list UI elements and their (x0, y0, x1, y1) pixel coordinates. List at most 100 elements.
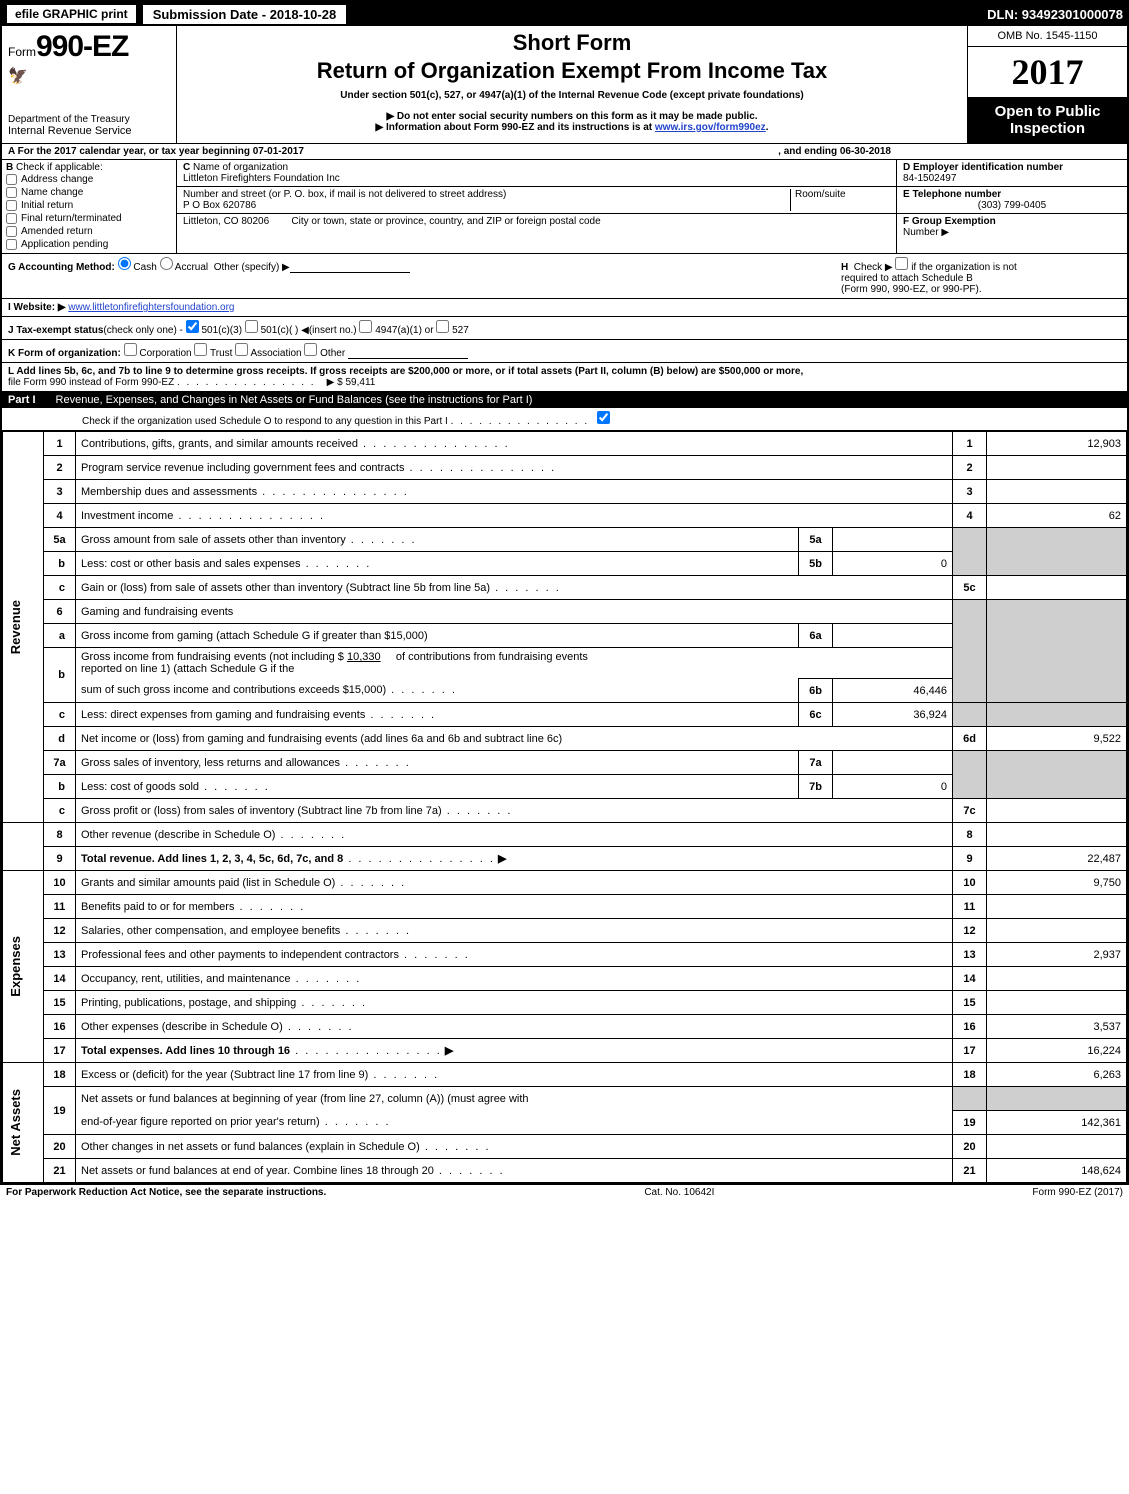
part1-table: Revenue 1 Contributions, gifts, grants, … (2, 431, 1127, 1183)
info-note: ▶ Information about Form 990-EZ and its … (187, 122, 957, 133)
l5a-num: 5a (44, 528, 76, 552)
l6c-shade (953, 703, 987, 727)
name-label: Name of organization (193, 162, 288, 173)
l9-amtnum: 9 (953, 847, 987, 871)
part1-check-row: Check if the organization used Schedule … (2, 408, 1127, 431)
cash-label: Cash (133, 262, 156, 273)
part1-header: Part I Revenue, Expenses, and Changes in… (2, 392, 1127, 408)
initial-return-checkbox[interactable] (6, 200, 17, 211)
l6d-desc: Net income or (loss) from gaming and fun… (81, 733, 562, 745)
accrual-radio[interactable] (160, 257, 173, 270)
l8-desc: Other revenue (describe in Schedule O) (81, 829, 275, 841)
revenue-vlabel-cont (3, 823, 44, 871)
ssn-warning: ▶ Do not enter social security numbers o… (187, 111, 957, 122)
l13-amt: 2,937 (987, 943, 1127, 967)
section-gh: G Accounting Method: Cash Accrual Other … (2, 254, 1127, 299)
cash-radio[interactable] (118, 257, 131, 270)
final-return-checkbox[interactable] (6, 213, 17, 224)
form-prefix: Form (8, 45, 36, 59)
l7a-boxval (833, 751, 953, 775)
l19-shade (953, 1087, 987, 1111)
f-number-label: Number ▶ (903, 227, 949, 238)
l-amount: ▶ $ 59,411 (327, 377, 376, 388)
l14-amt (987, 967, 1127, 991)
501c3-checkbox[interactable] (186, 320, 199, 333)
expenses-vlabel: Expenses (3, 871, 44, 1063)
part1-schedule-o-checkbox[interactable] (597, 411, 610, 424)
4947-checkbox[interactable] (359, 320, 372, 333)
footer-right: Form 990-EZ (2017) (1032, 1187, 1123, 1198)
city-value: Littleton, CO 80206 (183, 216, 269, 227)
l2-amtnum: 2 (953, 456, 987, 480)
other-org-label: Other (320, 348, 345, 359)
dept-treasury: Department of the Treasury (8, 114, 170, 125)
j-text: (check only one) - (103, 325, 182, 336)
527-checkbox[interactable] (436, 320, 449, 333)
l7b-boxval: 0 (833, 775, 953, 799)
l15-amtnum: 15 (953, 991, 987, 1015)
name-change-checkbox[interactable] (6, 187, 17, 198)
l17-amt: 16,224 (987, 1039, 1127, 1063)
revenue-vlabel: Revenue (3, 432, 44, 823)
l1-amtnum: 1 (953, 432, 987, 456)
trust-checkbox[interactable] (194, 343, 207, 356)
efile-print-button[interactable]: efile GRAPHIC print (6, 4, 137, 24)
l6c-boxval: 36,924 (833, 703, 953, 727)
header-middle: Short Form Return of Organization Exempt… (177, 26, 967, 143)
section-h: H Check ▶ if the organization is not req… (841, 257, 1121, 295)
address-change-checkbox[interactable] (6, 174, 17, 185)
l15-num: 15 (44, 991, 76, 1015)
l17-num: 17 (44, 1039, 76, 1063)
l6-shade-val (987, 600, 1127, 703)
footer-mid: Cat. No. 10642I (644, 1187, 714, 1198)
part1-label: Part I (8, 394, 36, 406)
l5c-amt (987, 576, 1127, 600)
app-pending-checkbox[interactable] (6, 239, 17, 250)
l2-num: 2 (44, 456, 76, 480)
l6c-shade-val (987, 703, 1127, 727)
footer-left: For Paperwork Reduction Act Notice, see … (6, 1187, 326, 1198)
l6b-desc2: of contributions from fundraising events (396, 651, 588, 663)
irs-link[interactable]: www.irs.gov/form990ez (655, 122, 766, 133)
other-org-checkbox[interactable] (304, 343, 317, 356)
line-a-row: A For the 2017 calendar year, or tax yea… (2, 144, 1127, 160)
l19-shade-val (987, 1087, 1127, 1111)
omb-number: OMB No. 1545-1150 (968, 26, 1127, 47)
other-org-input[interactable] (348, 347, 468, 359)
l6b-desc1: Gross income from fundraising events (no… (81, 651, 347, 663)
l6d-amtnum: 6d (953, 727, 987, 751)
return-title: Return of Organization Exempt From Incom… (187, 58, 957, 84)
l2-amt (987, 456, 1127, 480)
l21-desc: Net assets or fund balances at end of ye… (81, 1165, 434, 1177)
l9-desc: Total revenue. Add lines 1, 2, 3, 4, 5c,… (81, 853, 343, 865)
l21-num: 21 (44, 1159, 76, 1183)
section-f: F Group Exemption Number ▶ (897, 214, 1127, 240)
501c-checkbox[interactable] (245, 320, 258, 333)
page-footer: For Paperwork Reduction Act Notice, see … (0, 1185, 1129, 1200)
h-checkbox[interactable] (895, 257, 908, 270)
l14-amtnum: 14 (953, 967, 987, 991)
l8-num: 8 (44, 823, 76, 847)
l5-shade (953, 528, 987, 576)
assoc-checkbox[interactable] (235, 343, 248, 356)
final-return-label: Final return/terminated (21, 213, 122, 224)
l16-amtnum: 16 (953, 1015, 987, 1039)
amended-return-checkbox[interactable] (6, 226, 17, 237)
l6c-box: 6c (799, 703, 833, 727)
short-form-title: Short Form (187, 30, 957, 56)
l4-amt: 62 (987, 504, 1127, 528)
l13-num: 13 (44, 943, 76, 967)
l5a-desc: Gross amount from sale of assets other t… (81, 534, 346, 546)
l7b-box: 7b (799, 775, 833, 799)
corp-checkbox[interactable] (124, 343, 137, 356)
g-label: G Accounting Method: (8, 262, 115, 273)
website-link[interactable]: www.littletonfirefightersfoundation.org (68, 302, 234, 313)
other-specify-input[interactable] (290, 261, 410, 273)
part1-check-text: Check if the organization used Schedule … (82, 416, 448, 427)
l7b-desc: Less: cost of goods sold (81, 781, 199, 793)
app-pending-label: Application pending (21, 239, 108, 250)
l10-desc: Grants and similar amounts paid (list in… (81, 877, 335, 889)
l6b-box: 6b (799, 679, 833, 703)
l16-amt: 3,537 (987, 1015, 1127, 1039)
l16-desc: Other expenses (describe in Schedule O) (81, 1021, 283, 1033)
